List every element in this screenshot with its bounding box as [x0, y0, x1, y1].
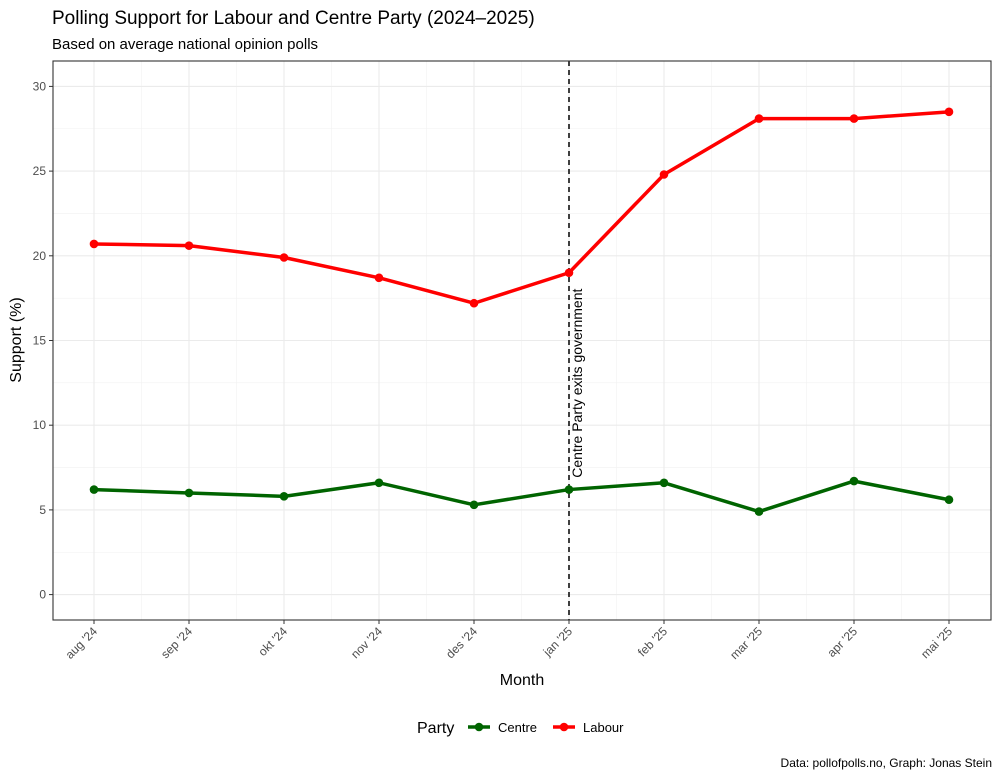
- data-point-labour: [469, 298, 479, 308]
- data-point-labour: [944, 107, 954, 117]
- legend-label-labour: Labour: [583, 720, 624, 735]
- y-tick-label: 10: [33, 418, 47, 432]
- y-axis-title: Support (%): [8, 297, 25, 382]
- legend-label-centre: Centre: [498, 720, 537, 735]
- x-tick-label: feb '25: [635, 624, 670, 659]
- x-tick-label: nov '24: [348, 624, 385, 661]
- x-tick-label: okt '24: [255, 624, 290, 659]
- x-axis-title: Month: [500, 672, 544, 689]
- data-point-labour: [754, 114, 764, 123]
- data-point-labour: [659, 170, 669, 179]
- x-tick-label: apr '25: [825, 624, 861, 660]
- data-point-centre: [469, 500, 479, 510]
- y-tick-label: 5: [39, 503, 46, 517]
- legend-title: Party: [417, 720, 454, 737]
- data-point-centre: [849, 476, 859, 486]
- data-point-centre: [89, 485, 99, 494]
- data-point-centre: [944, 495, 954, 505]
- y-tick-label: 30: [33, 79, 47, 93]
- plot-area: Centre Party exits government 0 5 10 15 20 25 3…: [33, 60, 992, 662]
- series-line-centre: [92, 479, 951, 514]
- data-point-labour: [564, 268, 574, 278]
- data-point-labour: [279, 253, 289, 262]
- x-tick-label: aug '24: [63, 624, 101, 662]
- data-point-labour: [184, 241, 194, 250]
- x-tick-label: sep '24: [158, 624, 195, 661]
- y-tick-label: 15: [33, 334, 47, 348]
- data-point-centre: [279, 492, 289, 501]
- x-tick-label: mar '25: [727, 624, 765, 662]
- data-point-centre: [564, 485, 574, 494]
- x-tick-label: jan '25: [540, 624, 576, 660]
- data-point-labour: [89, 239, 99, 249]
- chart-title: Polling Support for Labour and Centre Pa…: [52, 8, 535, 29]
- data-point-centre: [754, 507, 764, 516]
- vline-annotation: Centre Party exits government: [569, 289, 585, 478]
- y-tick-label: 0: [39, 588, 46, 602]
- y-tick-label: 20: [33, 249, 47, 263]
- legend-key-point: [474, 722, 484, 732]
- y-tick-label: 25: [33, 164, 47, 178]
- x-tick-label: des '24: [443, 624, 480, 661]
- chart-subtitle: Based on average national opinion polls: [52, 36, 318, 53]
- legend-key-point: [559, 722, 569, 732]
- chart-caption: Data: pollofpolls.no, Graph: Jonas Stein: [781, 756, 992, 770]
- data-point-centre: [374, 478, 384, 488]
- data-point-centre: [659, 478, 669, 488]
- x-tick-label: mai '25: [918, 624, 955, 661]
- data-point-labour: [849, 114, 859, 123]
- legend: Party Centre Labour: [417, 720, 624, 737]
- data-point-labour: [374, 273, 384, 283]
- series-line-labour: [92, 110, 951, 305]
- data-point-centre: [184, 488, 194, 498]
